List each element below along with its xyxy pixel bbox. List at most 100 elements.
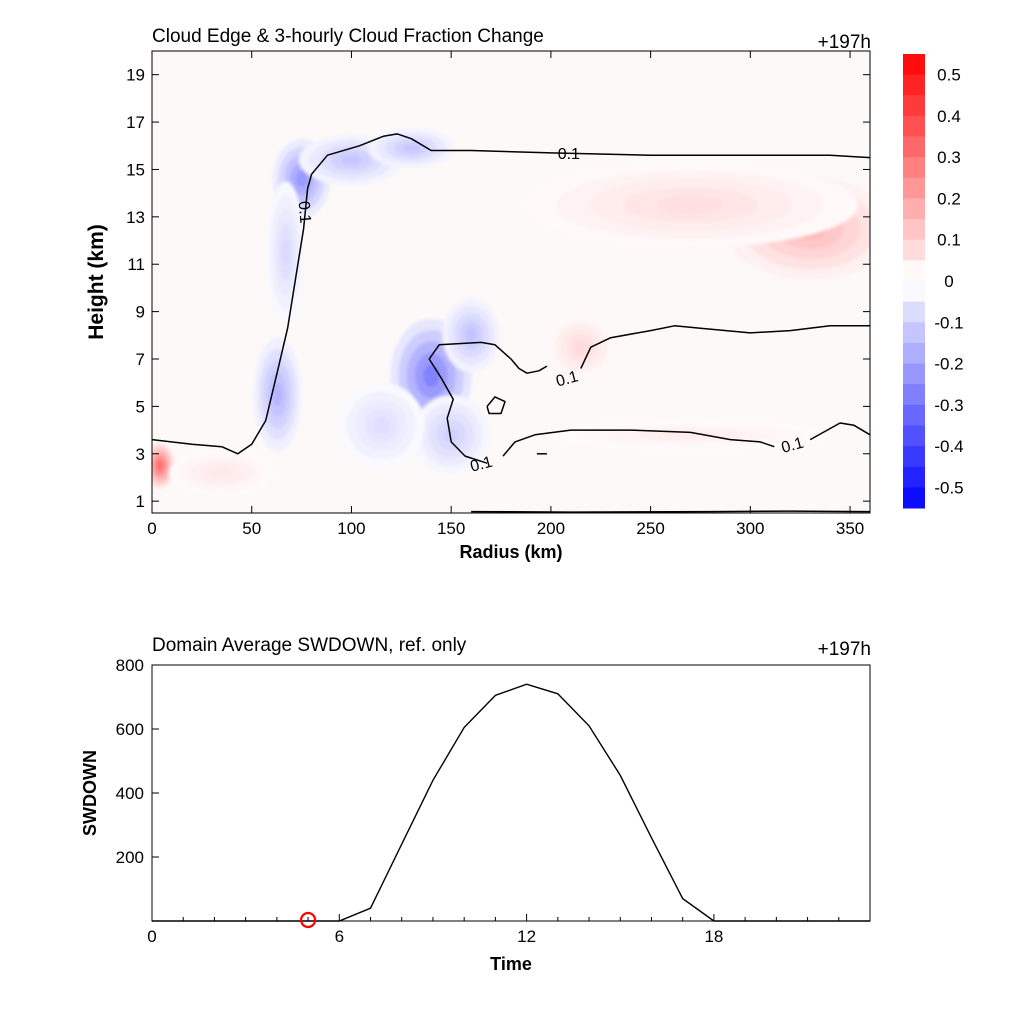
top-time-label: +197h — [818, 32, 871, 53]
field-anomaly — [338, 382, 425, 468]
y-tick-label: 11 — [127, 255, 145, 274]
x-tick-label: 6 — [335, 927, 344, 946]
y-tick-label: 7 — [136, 350, 145, 369]
colorbar-tick-label: -0.2 — [934, 355, 963, 374]
y-tick-label: 5 — [136, 397, 145, 416]
colorbar-bin — [903, 363, 925, 385]
colorbar-bin — [903, 177, 925, 199]
colorbar-tick-label: -0.5 — [934, 478, 963, 497]
bottom-x-axis-ticks: 0 6 12 18 — [147, 914, 840, 946]
colorbar-tick-label: 0.1 — [937, 231, 961, 250]
colorbar-bin — [903, 466, 925, 488]
current-time-marker — [299, 911, 317, 929]
colorbar-bin — [903, 157, 925, 179]
colorbar-bin — [903, 322, 925, 344]
x-tick-label: 200 — [537, 519, 565, 538]
y-tick-label: 15 — [126, 160, 145, 179]
bottom-y-axis-label: SWDOWN — [80, 750, 100, 836]
bottom-plot-frame — [151, 664, 871, 922]
field-anomaly — [442, 298, 500, 373]
field-anomaly — [253, 337, 302, 452]
top-x-axis-label: Radius (km) — [459, 542, 562, 562]
colorbar-bin — [903, 95, 925, 117]
x-tick-label: 250 — [636, 519, 664, 538]
y-tick-label: 19 — [126, 66, 145, 85]
y-tick-label: 3 — [136, 445, 145, 464]
top-chart-title: Cloud Edge & 3-hourly Cloud Fraction Cha… — [152, 26, 544, 47]
contour-line — [471, 510, 870, 513]
x-tick-label: 18 — [704, 927, 723, 946]
colorbar-bin — [903, 54, 925, 76]
colorbar-bin — [903, 136, 925, 158]
contour-label-text: 0.1 — [780, 435, 806, 457]
contour-label-text: 0.1 — [295, 200, 314, 224]
colorbar-bin — [903, 384, 925, 406]
contour-label-text: 0.1 — [554, 368, 580, 390]
x-tick-label: 100 — [337, 519, 365, 538]
colorbar-bin — [903, 219, 925, 241]
y-tick-label: 200 — [116, 848, 144, 867]
contour-label-text: 0.1 — [558, 146, 580, 163]
swdown-series-line — [152, 683, 870, 922]
y-tick-label: 17 — [126, 113, 145, 132]
colorbar-bin — [903, 404, 925, 426]
contour-label-text: 0.1 — [469, 454, 495, 476]
bottom-chart-title: Domain Average SWDOWN, ref. only — [152, 635, 467, 656]
colorbar-bin — [903, 487, 925, 509]
contour-label: 0.1 — [780, 435, 806, 457]
y-tick-label: 13 — [126, 208, 145, 227]
y-tick-label: 1 — [136, 492, 145, 511]
colorbar-tick-label: -0.3 — [934, 396, 963, 415]
field-anomaly — [522, 162, 859, 248]
cloud-fraction-panel: Cloud Edge & 3-hourly Cloud Fraction Cha… — [85, 26, 871, 562]
colorbar-bin — [903, 260, 925, 282]
colorbar-bin — [903, 342, 925, 365]
swdown-panel: Domain Average SWDOWN, ref. only +197h 0… — [80, 635, 871, 974]
colorbar-tick-label: -0.1 — [934, 313, 963, 332]
y-tick-label: 800 — [116, 656, 144, 675]
contour-line — [428, 341, 548, 464]
colorbar-bin — [903, 446, 925, 468]
colorbar-tick-label: 0 — [944, 272, 953, 291]
contour-label: 0.1 — [554, 368, 580, 390]
y-tick-label: 9 — [136, 303, 145, 322]
field-anomaly — [169, 449, 275, 496]
x-tick-label: 12 — [517, 927, 536, 946]
top-plot-frame — [151, 50, 871, 514]
colorbar-bins — [903, 54, 925, 509]
bottom-x-axis-label: Time — [490, 954, 532, 974]
field-anomaly — [412, 395, 490, 475]
contour-label: 0.1 — [558, 146, 580, 163]
colorbar-tick-label: 0.4 — [937, 107, 961, 126]
x-tick-label: 50 — [242, 519, 261, 538]
contour-line — [486, 396, 506, 415]
colorbar-ticks: 0.5 0.4 0.3 0.2 0.1 0 -0.1 -0.2 -0.3 -0.4 -0.5 — [934, 66, 963, 498]
cloud-edge-contours — [152, 133, 870, 513]
top-x-axis-ticks: 0 50 100 150 200 250 300 350 — [147, 51, 864, 538]
y-tick-label: 400 — [116, 784, 144, 803]
contour-line — [152, 133, 870, 455]
bottom-time-label: +197h — [818, 639, 871, 660]
colorbar-bin — [903, 425, 925, 447]
colorbar-bin — [903, 281, 925, 303]
x-tick-label: 0 — [147, 927, 156, 946]
y-tick-label: 600 — [116, 720, 144, 739]
contour-labels: 0.1 0.1 0.1 0.1 0.1 — [295, 146, 806, 476]
x-tick-label: 0 — [147, 519, 156, 538]
field-anomaly — [547, 315, 615, 379]
field-anomaly — [266, 181, 305, 324]
colorbar-tick-label: 0.5 — [937, 66, 961, 85]
bottom-y-axis-ticks: 200 400 600 800 — [116, 656, 159, 867]
colorbar-tick-label: 0.3 — [937, 148, 961, 167]
x-tick-label: 150 — [437, 519, 465, 538]
x-tick-label: 300 — [736, 519, 764, 538]
cloud-fraction-field — [152, 128, 870, 496]
contour-label: 0.1 — [469, 454, 495, 476]
colorbar-bin — [903, 301, 925, 323]
colorbar-tick-label: -0.4 — [934, 437, 963, 456]
top-y-axis-label: Height (km) — [85, 224, 108, 340]
field-anomaly — [152, 442, 175, 489]
contour-label: 0.1 — [295, 200, 314, 224]
colorbar-bin — [903, 239, 925, 261]
